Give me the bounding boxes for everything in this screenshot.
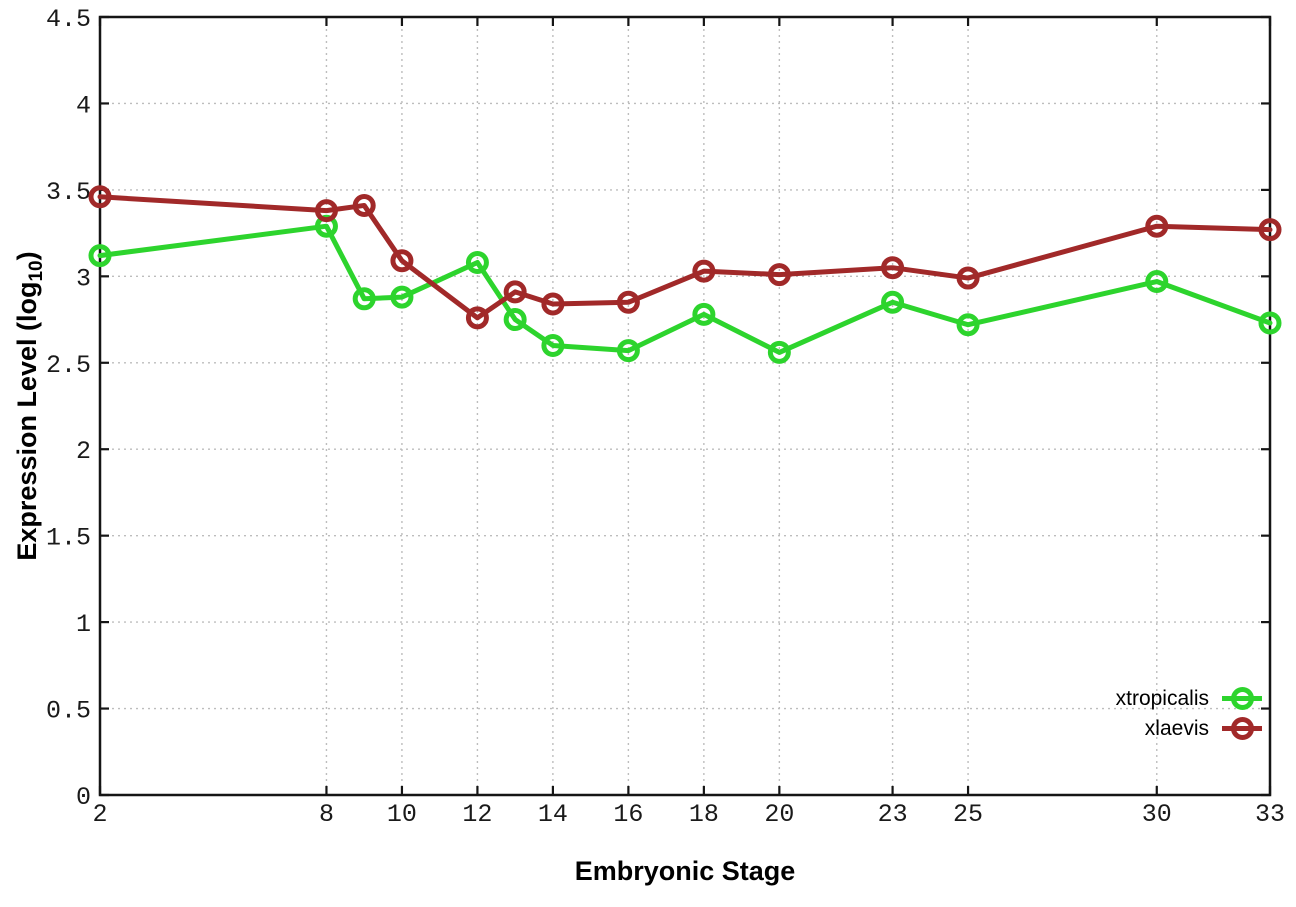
data-point-xtropicalis xyxy=(1258,311,1282,335)
data-point-xlaevis xyxy=(956,266,980,290)
data-point-xlaevis xyxy=(314,199,338,223)
data-point-xlaevis xyxy=(352,193,376,217)
data-point-xtropicalis xyxy=(616,339,640,363)
data-point-xtropicalis xyxy=(352,287,376,311)
x-tick-label: 20 xyxy=(764,800,794,829)
y-axis-title: Expression Level (log10) xyxy=(12,251,48,560)
data-point-xtropicalis xyxy=(541,333,565,357)
data-point-xtropicalis xyxy=(88,244,112,268)
y-axis-title-text: Expression Level (log xyxy=(11,281,42,561)
data-point-xlaevis xyxy=(465,306,489,330)
data-point-xlaevis xyxy=(767,263,791,287)
y-tick-label: 3 xyxy=(76,264,91,293)
data-point-xtropicalis xyxy=(503,308,527,332)
data-point-xlaevis xyxy=(1145,214,1169,238)
data-point-xlaevis xyxy=(616,290,640,314)
data-point-xlaevis xyxy=(881,256,905,280)
x-tick-label: 30 xyxy=(1142,800,1172,829)
y-tick-label: 2.5 xyxy=(46,351,91,380)
y-tick-label: 0.5 xyxy=(46,697,91,726)
legend-entry-xtropicalis: xtropicalis xyxy=(1116,687,1262,710)
x-tick-label: 2 xyxy=(92,800,107,829)
legend: xtropicalis xlaevis xyxy=(1116,687,1262,740)
data-point-xtropicalis xyxy=(692,302,716,326)
x-tick-label: 18 xyxy=(689,800,719,829)
data-point-xlaevis xyxy=(692,259,716,283)
legend-label-xlaevis: xlaevis xyxy=(1144,717,1209,740)
y-tick-label: 0 xyxy=(76,783,91,812)
x-axis-title: Embryonic Stage xyxy=(574,856,796,886)
x-tick-label: 12 xyxy=(462,800,492,829)
data-point-xtropicalis xyxy=(1145,270,1169,294)
data-point-xlaevis xyxy=(88,185,112,209)
data-point-xtropicalis xyxy=(767,340,791,364)
y-tick-label: 4.5 xyxy=(46,5,91,34)
y-tick-label: 2 xyxy=(76,437,91,466)
legend-ring-sample xyxy=(1230,687,1254,710)
series-line-xtropicalis xyxy=(97,223,1273,355)
data-point-xtropicalis xyxy=(956,313,980,337)
y-tick-label: 1 xyxy=(76,610,91,639)
series-line-xlaevis xyxy=(97,194,1273,321)
y-tick-label: 1.5 xyxy=(46,524,91,553)
data-point-xtropicalis xyxy=(881,290,905,314)
x-tick-label: 25 xyxy=(953,800,983,829)
line-circle-marker-icon xyxy=(1222,687,1262,710)
x-tick-label: 8 xyxy=(319,800,334,829)
y-tick-label: 4 xyxy=(76,91,91,120)
x-tick-label: 16 xyxy=(613,800,643,829)
data-point-xlaevis xyxy=(541,292,565,316)
x-tick-label: 23 xyxy=(878,800,908,829)
plot-border xyxy=(98,15,1272,797)
data-point-xtropicalis xyxy=(465,251,489,275)
x-tick-label: 10 xyxy=(387,800,417,829)
line-circle-marker-icon xyxy=(1222,717,1262,740)
data-point-xlaevis xyxy=(1258,218,1282,242)
data-point-xlaevis xyxy=(503,280,527,304)
y-axis-title-suffix: ) xyxy=(11,251,42,261)
y-tick-label: 3.5 xyxy=(46,178,91,207)
legend-ring-sample xyxy=(1230,717,1254,740)
x-tick-label: 33 xyxy=(1255,800,1285,829)
y-axis-title-subscript: 10 xyxy=(26,260,48,282)
legend-entry-xlaevis: xlaevis xyxy=(1116,717,1262,740)
legend-label-xtropicalis: xtropicalis xyxy=(1115,687,1209,710)
data-point-xlaevis xyxy=(390,249,414,273)
x-tick-label: 14 xyxy=(538,800,568,829)
data-point-xtropicalis xyxy=(390,285,414,309)
